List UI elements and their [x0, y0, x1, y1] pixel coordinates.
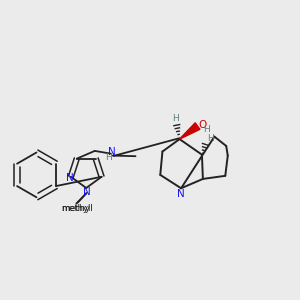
Text: N: N — [108, 146, 116, 157]
Text: O: O — [198, 120, 206, 130]
Text: H: H — [172, 114, 179, 123]
Text: N: N — [177, 189, 184, 199]
Text: methyl: methyl — [61, 204, 93, 213]
Text: H: H — [207, 134, 214, 143]
Polygon shape — [180, 123, 200, 139]
Text: H: H — [105, 153, 112, 162]
Text: N: N — [66, 173, 74, 183]
Text: N: N — [83, 187, 91, 197]
Text: methyl: methyl — [61, 204, 90, 213]
Text: H: H — [203, 125, 210, 134]
